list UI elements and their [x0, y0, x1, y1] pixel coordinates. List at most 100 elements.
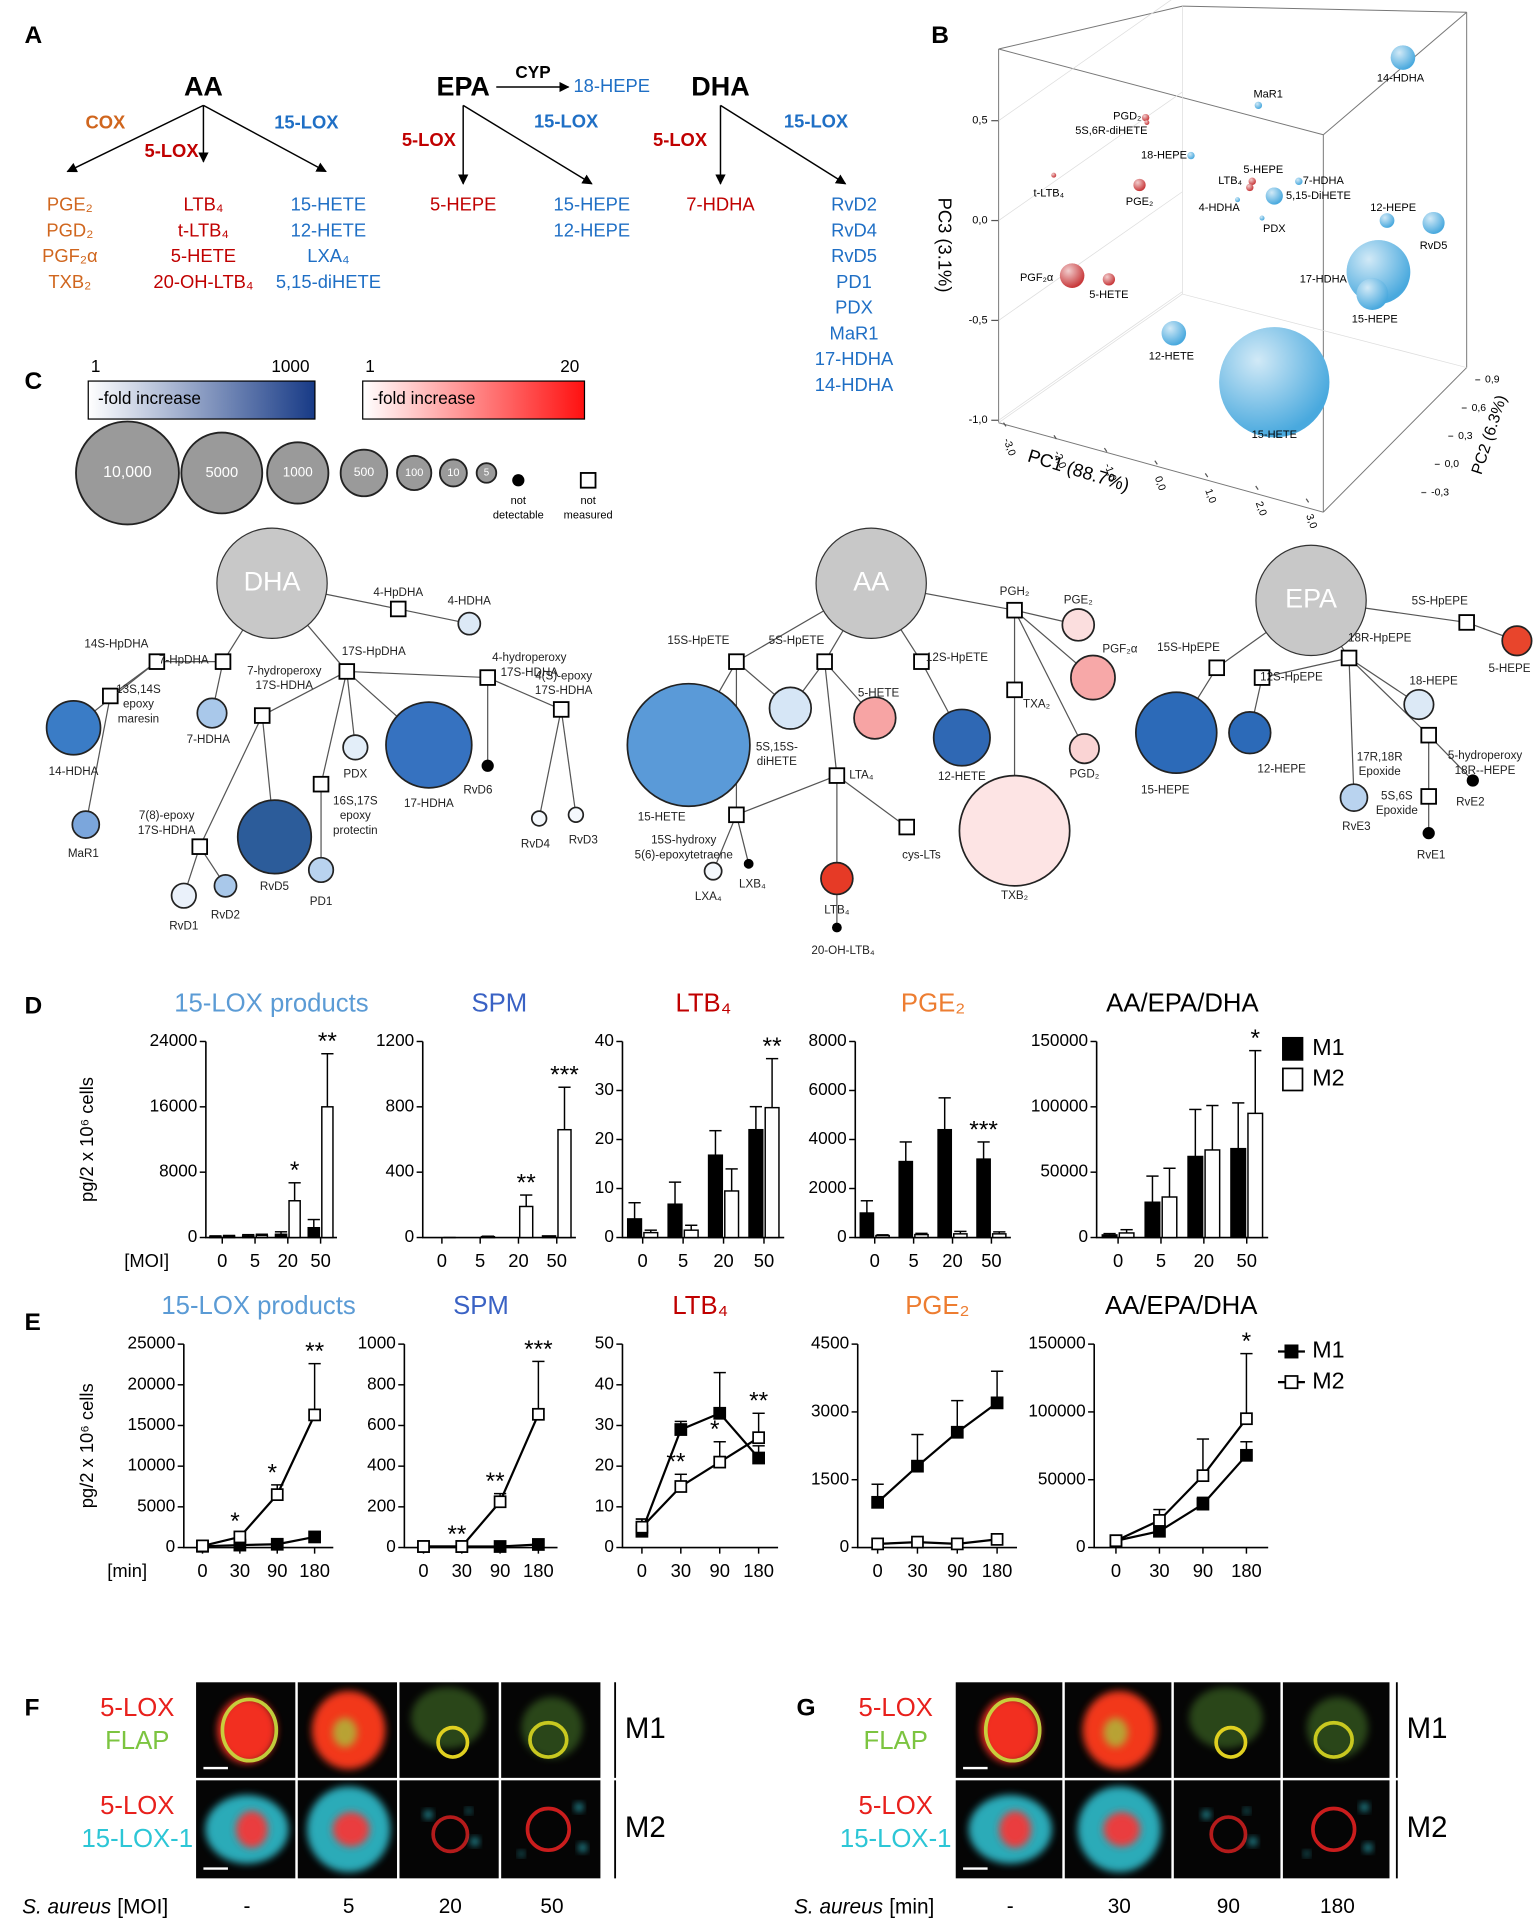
source-node [815, 527, 927, 639]
node-label: RvD4 [521, 837, 551, 850]
edge [836, 775, 908, 828]
colorbar-max: 1000 [271, 356, 309, 376]
bubble-label: 17-HDHA [1300, 273, 1348, 285]
node-label: PDX [343, 767, 367, 780]
group-label: M2 [625, 1811, 666, 1844]
channel-label: FLAP [864, 1727, 928, 1755]
micrograph [501, 1780, 601, 1879]
unit: [MOI] [117, 1895, 168, 1918]
panel-label: A [25, 22, 43, 49]
y-tick-label: 40 [595, 1030, 614, 1050]
node-label: 17S-HDHA [256, 679, 314, 692]
x-tick-label: 30 [1149, 1560, 1169, 1581]
x-tick-label: 0 [1111, 1560, 1121, 1581]
enzyme: CYP [515, 62, 550, 82]
product: 12-HEPE [554, 219, 631, 240]
node-square [338, 663, 356, 680]
bubble-shine [1102, 273, 1116, 286]
y-tick-label: 0 [604, 1226, 614, 1246]
node-circle [1501, 625, 1533, 657]
x-tick-label: 180 [743, 1560, 774, 1581]
node-dot [1422, 827, 1435, 840]
cell-signal [575, 1803, 583, 1811]
point [1240, 1412, 1253, 1426]
micrograph [1173, 1780, 1281, 1879]
x-tick-label: 30 [907, 1560, 927, 1581]
x-tick-label: 0 [197, 1560, 207, 1581]
axis-title: PC1 (88.7%) [1025, 445, 1132, 496]
node-label: 17S-HpDHA [342, 645, 406, 658]
edge [199, 715, 263, 847]
error-bar [308, 1362, 321, 1415]
tick [1154, 460, 1158, 465]
bubble-shine [1422, 211, 1445, 235]
node-label: 5S-HpETE [769, 634, 825, 647]
size-legend-circle [266, 441, 330, 505]
significance: ** [749, 1388, 769, 1415]
node-label: protectin [333, 824, 378, 837]
tick-label: -0,5 [969, 314, 988, 326]
node-label: RvE2 [1456, 796, 1484, 809]
node-label: epoxy [340, 809, 371, 822]
x-tick-label: 20 [942, 1250, 962, 1271]
bar [274, 1233, 288, 1239]
node-label: 12S-HpETE [926, 651, 988, 664]
product: 15-HETE [291, 194, 367, 215]
point [871, 1537, 885, 1551]
bar [859, 1212, 875, 1239]
x-tick-label: 180 [982, 1560, 1013, 1581]
node-label: LTA₄ [849, 769, 874, 782]
bar [976, 1158, 991, 1239]
x-tick-label: 0 [870, 1250, 880, 1271]
node-dot [743, 858, 754, 869]
bar [724, 1190, 740, 1239]
bubble-label: 5S,6R-diHETE [1075, 125, 1147, 137]
y-tick-label: 24000 [150, 1030, 198, 1050]
bar [241, 1235, 255, 1239]
y-tick-label: 0 [1079, 1226, 1089, 1246]
bubble-shine [1235, 197, 1241, 203]
colorbar-title: -fold increase [373, 388, 476, 408]
node-label: LTB₄ [824, 903, 849, 916]
tick [1003, 422, 1007, 427]
cell-signal [235, 1810, 268, 1848]
y-tick-label: 8000 [809, 1030, 847, 1050]
y-tick-label: 1500 [811, 1468, 849, 1488]
node-square [1340, 649, 1358, 667]
point [1196, 1497, 1210, 1511]
edge [538, 709, 562, 819]
node-label: 5-HEPE [1489, 662, 1531, 675]
node-label: maresin [118, 712, 159, 725]
bubble-label: 18-HEPE [1141, 150, 1187, 162]
colorbar-max: 20 [560, 356, 579, 376]
legend-swatch [1282, 1067, 1304, 1092]
y-tick-label: 20000 [128, 1373, 176, 1393]
node-label: 5-HETE [858, 687, 900, 700]
error-bar [307, 1218, 320, 1228]
y-tick-label: 10000 [128, 1455, 176, 1475]
chart-title: 15-LOX products [161, 1292, 355, 1320]
node-label: 14S-HpDHA [84, 638, 148, 651]
significance: ** [763, 1033, 783, 1060]
node-label: 5S,15S- [756, 740, 798, 753]
size-legend-circle [180, 431, 264, 515]
axis [205, 1041, 337, 1239]
tick-label: 0,0 [1152, 475, 1167, 493]
group-label: M1 [1407, 1712, 1448, 1745]
significance: * [1250, 1025, 1260, 1052]
chart-title: SPM [471, 990, 527, 1018]
legend-label: M2 [1312, 1065, 1344, 1091]
error-bar [520, 1194, 533, 1207]
bubble-shine [1390, 45, 1416, 70]
error-bar [1163, 1167, 1176, 1198]
cell-signal [1202, 1810, 1210, 1819]
organism: S. aureus [22, 1895, 111, 1918]
product: LTB₄ [184, 194, 224, 215]
bar [667, 1203, 683, 1239]
cell-signal [1313, 1720, 1354, 1759]
error-bar [685, 1224, 698, 1231]
y-tick-label: 10 [595, 1495, 614, 1515]
y-tick-label: 150000 [1028, 1333, 1085, 1353]
bar [683, 1229, 699, 1239]
